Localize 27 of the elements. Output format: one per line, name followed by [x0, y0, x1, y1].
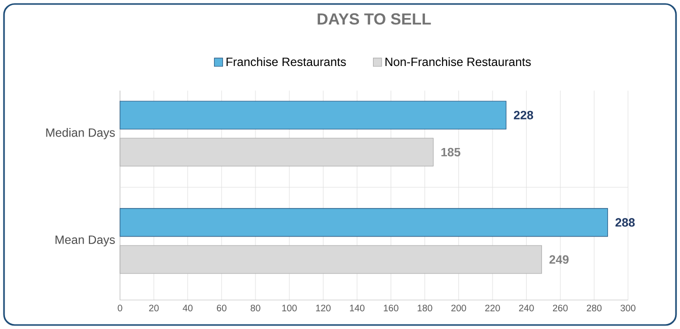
x-tick-label: 120: [316, 304, 331, 312]
data-label: 249: [549, 255, 569, 264]
bar: [120, 100, 506, 130]
x-tick-label: 80: [250, 304, 260, 312]
x-tick-label: 20: [149, 304, 159, 312]
data-label: 288: [615, 218, 635, 227]
x-tick-label: 140: [350, 304, 364, 312]
x-tick-label: 220: [485, 304, 500, 312]
chart-title: DAYS TO SELL: [318, 13, 431, 25]
x-tick-label: 200: [451, 304, 466, 312]
y-tick-label: Mean Days: [56, 236, 115, 246]
x-tick-label: 180: [418, 304, 432, 312]
legend-label: Franchise Restaurants: [226, 57, 346, 66]
x-tick-label: 240: [519, 304, 534, 312]
x-tick-label: 100: [282, 304, 297, 312]
x-tick-label: 40: [182, 304, 193, 312]
x-tick-label: 280: [586, 304, 602, 312]
x-tick-label: 300: [620, 304, 636, 312]
data-label: 185: [441, 148, 460, 156]
x-tick-label: 260: [552, 304, 568, 312]
x-tick-label: 160: [384, 304, 398, 312]
bar: [120, 208, 608, 237]
x-tick-label: 0: [118, 304, 122, 312]
y-tick-label: Median Days: [46, 128, 115, 140]
data-label: 228: [514, 110, 534, 120]
x-tick-label: 60: [216, 304, 226, 312]
legend-label: Non-Franchise Restaurants: [386, 57, 531, 66]
